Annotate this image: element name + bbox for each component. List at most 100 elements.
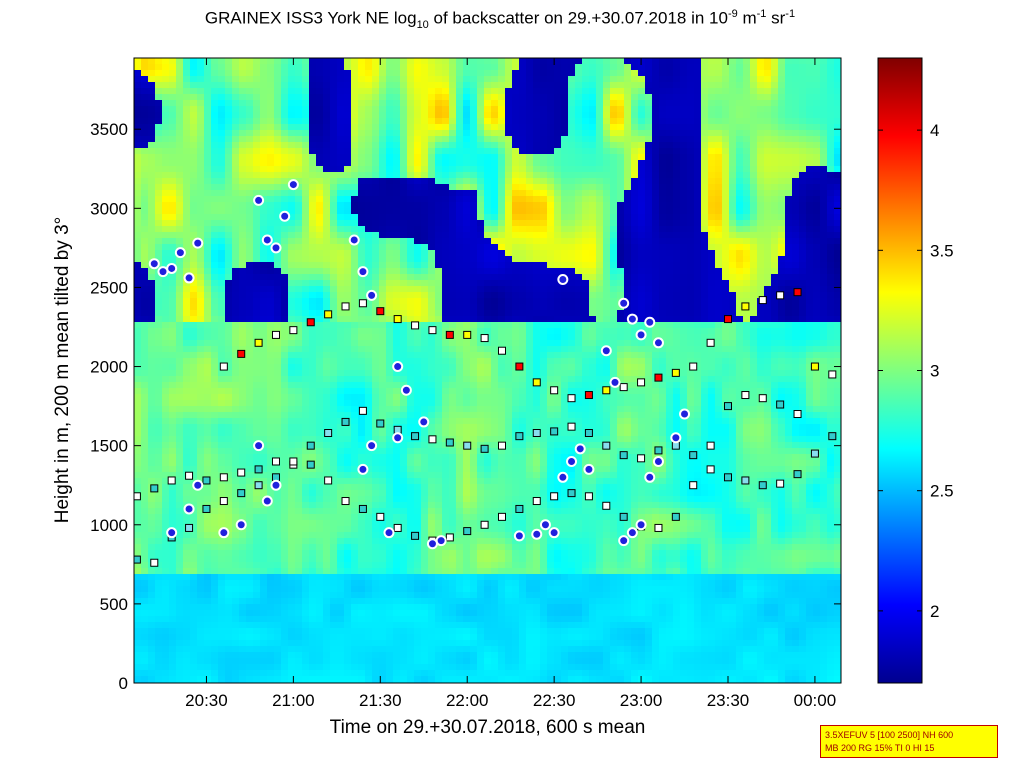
heatmap-cell (624, 334, 632, 341)
heatmap-cell (799, 136, 807, 143)
heatmap-cell (799, 244, 807, 251)
heatmap-cell (477, 130, 485, 137)
heatmap-cell (414, 160, 422, 167)
heatmap-cell (652, 106, 660, 113)
heatmap-cell (624, 142, 632, 149)
heatmap-cell (638, 274, 646, 281)
heatmap-cell (169, 322, 177, 329)
heatmap-cell (673, 316, 681, 323)
heatmap-cell (596, 184, 604, 191)
heatmap-cell (561, 202, 569, 209)
heatmap-cell (218, 100, 226, 107)
heatmap-cell (253, 208, 261, 215)
heatmap-cell (435, 136, 443, 143)
heatmap-cell (631, 334, 639, 341)
heatmap-cell (337, 94, 345, 101)
heatmap-cell (652, 226, 660, 233)
heatmap-cell (806, 256, 814, 263)
heatmap-cell (575, 154, 583, 161)
heatmap-cell (183, 64, 191, 71)
heatmap-cell (218, 292, 226, 299)
heatmap-cell (428, 322, 436, 329)
heatmap-cell (547, 148, 555, 155)
heatmap-cell (477, 262, 485, 269)
heatmap-cell (456, 136, 464, 143)
heatmap-cell (162, 316, 170, 323)
heatmap-cell (687, 208, 695, 215)
heatmap-cell (281, 232, 289, 239)
heatmap-cell (470, 250, 478, 257)
heatmap-cell (470, 286, 478, 293)
heatmap-cell (260, 178, 268, 185)
heatmap-cell (351, 136, 359, 143)
heatmap-cell (589, 154, 597, 161)
heatmap-cell (547, 82, 555, 89)
heatmap-cell (162, 106, 170, 113)
heatmap-cell (456, 184, 464, 191)
heatmap-cell (575, 256, 583, 263)
heatmap-cell (533, 154, 541, 161)
heatmap-cell (267, 172, 275, 179)
heatmap-cell (785, 94, 793, 101)
heatmap-cell (372, 250, 380, 257)
heatmap-cell (638, 112, 646, 119)
heatmap-cell (778, 280, 786, 287)
heatmap-cell (750, 346, 758, 353)
heatmap-cell (197, 232, 205, 239)
heatmap-cell (827, 304, 835, 311)
heatmap-cell (218, 160, 226, 167)
heatmap-cell (736, 232, 744, 239)
heatmap-cell (722, 64, 730, 71)
heatmap-cell (687, 196, 695, 203)
heatmap-cell (442, 82, 450, 89)
heatmap-cell (771, 322, 779, 329)
heatmap-cell (701, 88, 709, 95)
heatmap-cell (729, 82, 737, 89)
heatmap-cell (771, 268, 779, 275)
heatmap-cell (813, 148, 821, 155)
heatmap-cell (372, 316, 380, 323)
heatmap-cell (267, 256, 275, 263)
heatmap-cell (610, 82, 618, 89)
heatmap-cell (806, 172, 814, 179)
heatmap-cell (673, 202, 681, 209)
heatmap-cell (393, 256, 401, 263)
heatmap-cell (141, 82, 149, 89)
heatmap-cell (792, 226, 800, 233)
heatmap-cell (806, 316, 814, 323)
heatmap-cell (484, 220, 492, 227)
heatmap-cell (750, 298, 758, 305)
heatmap-cell (736, 82, 744, 89)
heatmap-cell (372, 346, 380, 353)
heatmap-cell (330, 220, 338, 227)
heatmap-cell (582, 232, 590, 239)
heatmap-cell (190, 136, 198, 143)
heatmap-cell (526, 220, 534, 227)
heatmap-cell (799, 328, 807, 335)
heatmap-cell (400, 196, 408, 203)
heatmap-cell (708, 262, 716, 269)
heatmap-cell (596, 70, 604, 77)
heatmap-cell (547, 202, 555, 209)
heatmap-cell (330, 274, 338, 281)
heatmap-cell (568, 244, 576, 251)
heatmap-cell (827, 124, 835, 131)
heatmap-cell (344, 190, 352, 197)
heatmap-cell (274, 232, 282, 239)
heatmap-cell (442, 208, 450, 215)
heatmap-cell (211, 220, 219, 227)
heatmap-cell (428, 226, 436, 233)
heatmap-cell (701, 196, 709, 203)
heatmap-cell (533, 238, 541, 245)
heatmap-cell (477, 178, 485, 185)
heatmap-cell (330, 88, 338, 95)
heatmap-cell (806, 250, 814, 257)
heatmap-cell (652, 256, 660, 263)
heatmap-cell (379, 148, 387, 155)
heatmap-cell (197, 262, 205, 269)
heatmap-cell (575, 280, 583, 287)
heatmap-cell (295, 310, 303, 317)
heatmap-cell (519, 118, 527, 125)
heatmap-cell (477, 166, 485, 173)
heatmap-cell (806, 70, 814, 77)
